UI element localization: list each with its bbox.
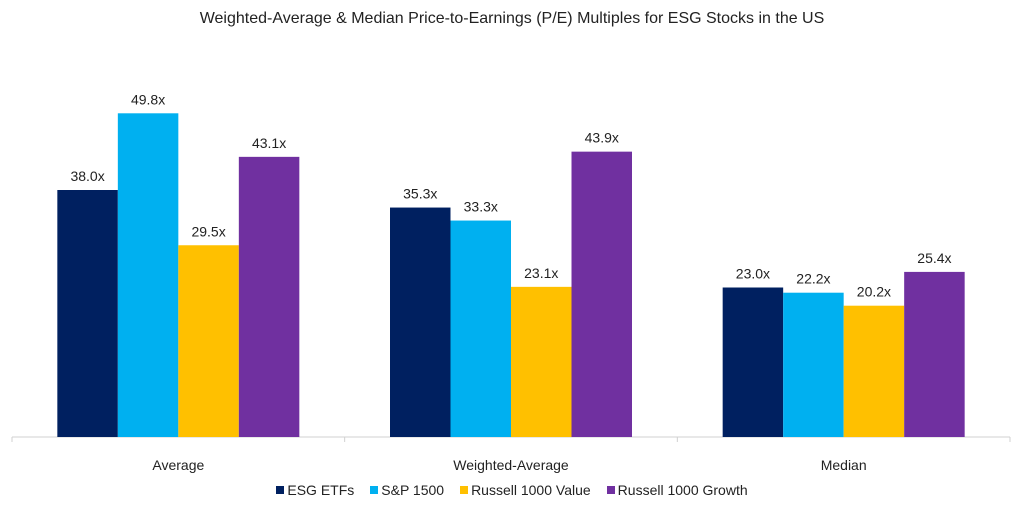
data-label: 22.2x: [796, 271, 830, 287]
legend-label: Russell 1000 Value: [471, 482, 591, 498]
bar: [843, 305, 905, 437]
data-label: 38.0x: [70, 168, 104, 184]
bar: [450, 220, 511, 437]
legend-label: ESG ETFs: [287, 482, 355, 498]
legend-swatch: [276, 486, 285, 494]
legend-label: S&P 1500: [381, 482, 445, 498]
bar: [904, 271, 965, 437]
data-label: 23.0x: [736, 266, 770, 282]
bar: [571, 151, 632, 437]
x-tick-label: Weighted-Average: [453, 457, 569, 473]
legend-swatch: [606, 486, 615, 494]
bar: [238, 156, 300, 437]
data-label: 33.3x: [464, 199, 498, 215]
legend-item: ESG ETFs: [276, 482, 354, 498]
data-label: 49.8x: [131, 91, 165, 107]
data-label: 43.9x: [585, 130, 619, 146]
legend: ESG ETFs S&P 1500 Russell 1000 Value Russel…: [0, 482, 1024, 498]
data-label: 25.4x: [917, 250, 951, 266]
bar: [117, 113, 179, 438]
bar: [178, 245, 239, 437]
legend-item: Russell 1000 Growth: [606, 482, 748, 498]
x-tick-label: Average: [152, 457, 204, 473]
x-tick-label: Median: [821, 457, 867, 473]
legend-label: Russell 1000 Growth: [617, 482, 748, 498]
legend-swatch: [370, 486, 379, 494]
data-label: 29.5x: [191, 223, 225, 239]
data-label: 20.2x: [857, 284, 891, 300]
data-label: 23.1x: [524, 265, 558, 281]
bar: [783, 292, 844, 437]
data-label: 35.3x: [403, 186, 437, 202]
bar: [57, 190, 118, 437]
bar: [390, 207, 451, 437]
data-label: 43.1x: [252, 135, 286, 151]
chart-title: Weighted-Average & Median Price-to-Earni…: [199, 10, 825, 27]
bar: [722, 287, 784, 437]
legend-item: S&P 1500: [370, 482, 444, 498]
bar: [511, 286, 572, 437]
legend-swatch: [460, 486, 469, 494]
legend-item: Russell 1000 Value: [460, 482, 591, 498]
